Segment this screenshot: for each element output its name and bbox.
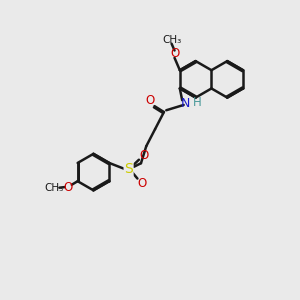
Text: N: N <box>181 97 190 110</box>
Text: S: S <box>124 162 133 176</box>
Text: CH₃: CH₃ <box>162 35 181 46</box>
Text: O: O <box>170 47 179 60</box>
Text: O: O <box>139 148 148 161</box>
Text: H: H <box>193 96 202 109</box>
Text: CH₃: CH₃ <box>44 183 63 193</box>
Text: O: O <box>63 181 72 194</box>
Text: O: O <box>137 177 146 190</box>
Text: O: O <box>146 94 155 107</box>
